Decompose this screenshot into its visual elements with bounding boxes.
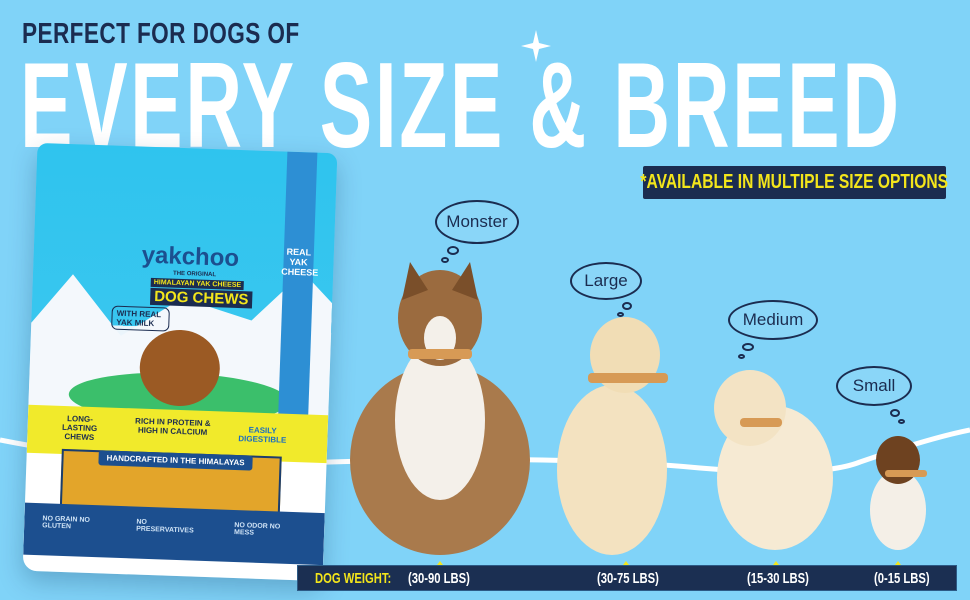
marker-icon [895,561,901,565]
side-text: REAL YAK CHEESE [281,246,319,278]
product-name: DOG CHEWS [149,287,253,309]
feature-text: LONG-LASTING CHEWS [61,414,98,443]
benefit-text: NO GRAIN NO GLUTEN [42,515,90,531]
marker-icon [623,561,629,565]
sparkle-icon [521,30,551,62]
feature-text: RICH IN PROTEIN & HIGH IN CALCIUM [134,416,211,437]
thought-dot [622,302,632,310]
size-options-badge: *AVAILABLE IN MULTIPLE SIZE OPTIONS [640,166,949,199]
benefit-text: NO ODOR NO MESS [233,521,281,537]
thought-dot [617,312,624,317]
marker-icon [437,561,443,565]
thought-dot [890,409,900,417]
medium-dog [714,370,833,550]
kicker-text: PERFECT FOR DOGS OF [22,18,300,50]
weight-small: (0-15 LBS) [874,570,930,587]
thought-dot [447,246,459,255]
milk-callout: WITH REAL YAK MILK [111,305,170,332]
thought-dot [441,257,449,263]
weight-large: (30-75 LBS) [597,570,659,587]
product-package: REAL YAK CHEESE yakchoo THE ORIGINAL HIM… [22,142,338,582]
marker-icon [773,561,779,565]
dog-weight-bar: DOG WEIGHT: (30-90 LBS) (30-75 LBS) (15-… [297,565,957,591]
thought-bubble-medium: Medium [728,300,818,340]
thought-dot [738,354,745,359]
weight-monster: (30-90 LBS) [408,570,470,587]
thought-bubble-large: Large [570,262,642,300]
weight-medium: (15-30 LBS) [747,570,809,587]
thought-bubble-small: Small [836,366,912,406]
size-options-text: *AVAILABLE IN MULTIPLE SIZE OPTIONS [640,171,949,193]
small-dog [870,436,927,550]
dog-weight-label: DOG WEIGHT: [315,570,392,587]
large-dog [557,317,668,555]
benefit-text: NO PRESERVATIVES [136,518,194,535]
monster-dog [350,262,530,555]
brand-logo: yakchoo [141,241,240,272]
feature-text: EASILY DIGESTIBLE [238,425,287,445]
thought-bubble-monster: Monster [435,200,519,244]
headline: EVERY SIZE & BREED [20,37,902,173]
thought-dot [898,419,905,424]
thought-dot [742,343,754,351]
